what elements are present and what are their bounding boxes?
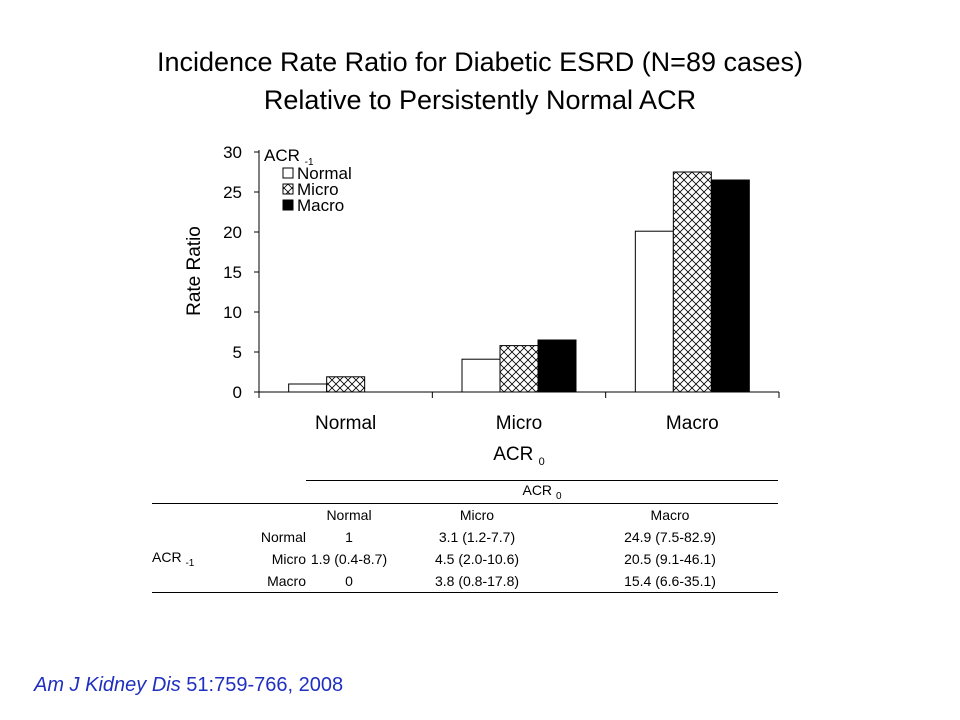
citation-journal: Am J Kidney Dis xyxy=(34,674,181,696)
legend-label-micro: Micro xyxy=(297,180,339,199)
x-category-label: Micro xyxy=(496,413,542,434)
bar-normal-normal xyxy=(288,383,328,393)
table-cell: 20.5 (9.1-46.1) xyxy=(624,551,716,567)
legend-swatch-macro xyxy=(282,199,294,211)
table-row: ACR -1 Normal 1 3.1 (1.2-7.7) 24.9 (7.5-… xyxy=(152,526,778,593)
rate-ratio-table: ACR 0 Normal Micro Macro ACR -1 Normal 1… xyxy=(152,480,778,593)
table-cell: 0 xyxy=(345,573,353,589)
y-tick-label: 20 xyxy=(223,223,242,242)
table-row-group-header: ACR -1 xyxy=(152,526,232,593)
legend-label-normal: Normal xyxy=(297,164,352,183)
table-row: Micro 1.9 (0.4-8.7) 4.5 (2.0-10.6) 20.5 … xyxy=(152,548,778,570)
table-col-header: Micro xyxy=(459,507,495,523)
table-cell: 4.5 (2.0-10.6) xyxy=(434,551,520,567)
x-category-label: Normal xyxy=(315,413,376,434)
table-cell: 24.9 (7.5-82.9) xyxy=(624,529,716,545)
table-cell: 3.8 (0.8-17.8) xyxy=(434,573,520,589)
y-tick-label: 25 xyxy=(223,183,242,202)
table-col-header: Macro xyxy=(650,507,690,523)
table-row-label: Macro xyxy=(267,573,306,589)
chart-title-line-1: Incidence Rate Ratio for Diabetic ESRD (… xyxy=(156,47,804,77)
citation: Am J Kidney Dis 51:759-766, 2008 xyxy=(34,674,343,697)
bar-normal-micro xyxy=(461,358,501,393)
legend-title: ACR -1 xyxy=(264,146,314,168)
table-column-group-header: ACR 0 xyxy=(306,480,778,504)
y-axis-label: Rate Ratio xyxy=(184,226,205,316)
y-tick-label: 10 xyxy=(223,303,242,322)
y-tick-label: 5 xyxy=(233,343,242,362)
x-axis-label: ACR 0 xyxy=(493,444,545,468)
table-row-label: Micro xyxy=(271,551,306,567)
table-cell: 1.9 (0.4-8.7) xyxy=(310,551,388,567)
bar-micro-normal xyxy=(326,376,366,393)
bar-micro-micro xyxy=(499,345,539,393)
legend-label-macro: Macro xyxy=(297,196,344,215)
x-category-label: Macro xyxy=(666,413,719,434)
bar-normal-macro xyxy=(634,230,674,393)
legend-swatch-micro xyxy=(282,183,294,195)
table-cell: 3.1 (1.2-7.7) xyxy=(438,529,516,545)
table-col-header: Normal xyxy=(326,507,372,523)
legend-swatch-normal xyxy=(282,167,294,179)
bar-micro-macro xyxy=(672,171,712,393)
y-tick-label: 30 xyxy=(223,143,242,162)
table-row: Macro 0 3.8 (0.8-17.8) 15.4 (6.6-35.1) xyxy=(152,570,778,593)
bar-macro-micro xyxy=(537,339,577,393)
table-row-label: Normal xyxy=(260,529,306,545)
citation-details: 51:759-766, 2008 xyxy=(180,674,344,696)
y-tick-label: 0 xyxy=(233,383,242,402)
bar-macro-macro xyxy=(710,179,750,393)
chart-title-line-2: Relative to Persistently Normal ACR xyxy=(263,85,697,115)
y-tick-label: 15 xyxy=(223,263,242,282)
table-cell: 15.4 (6.6-35.1) xyxy=(624,573,716,589)
table-cell: 1 xyxy=(345,529,353,545)
